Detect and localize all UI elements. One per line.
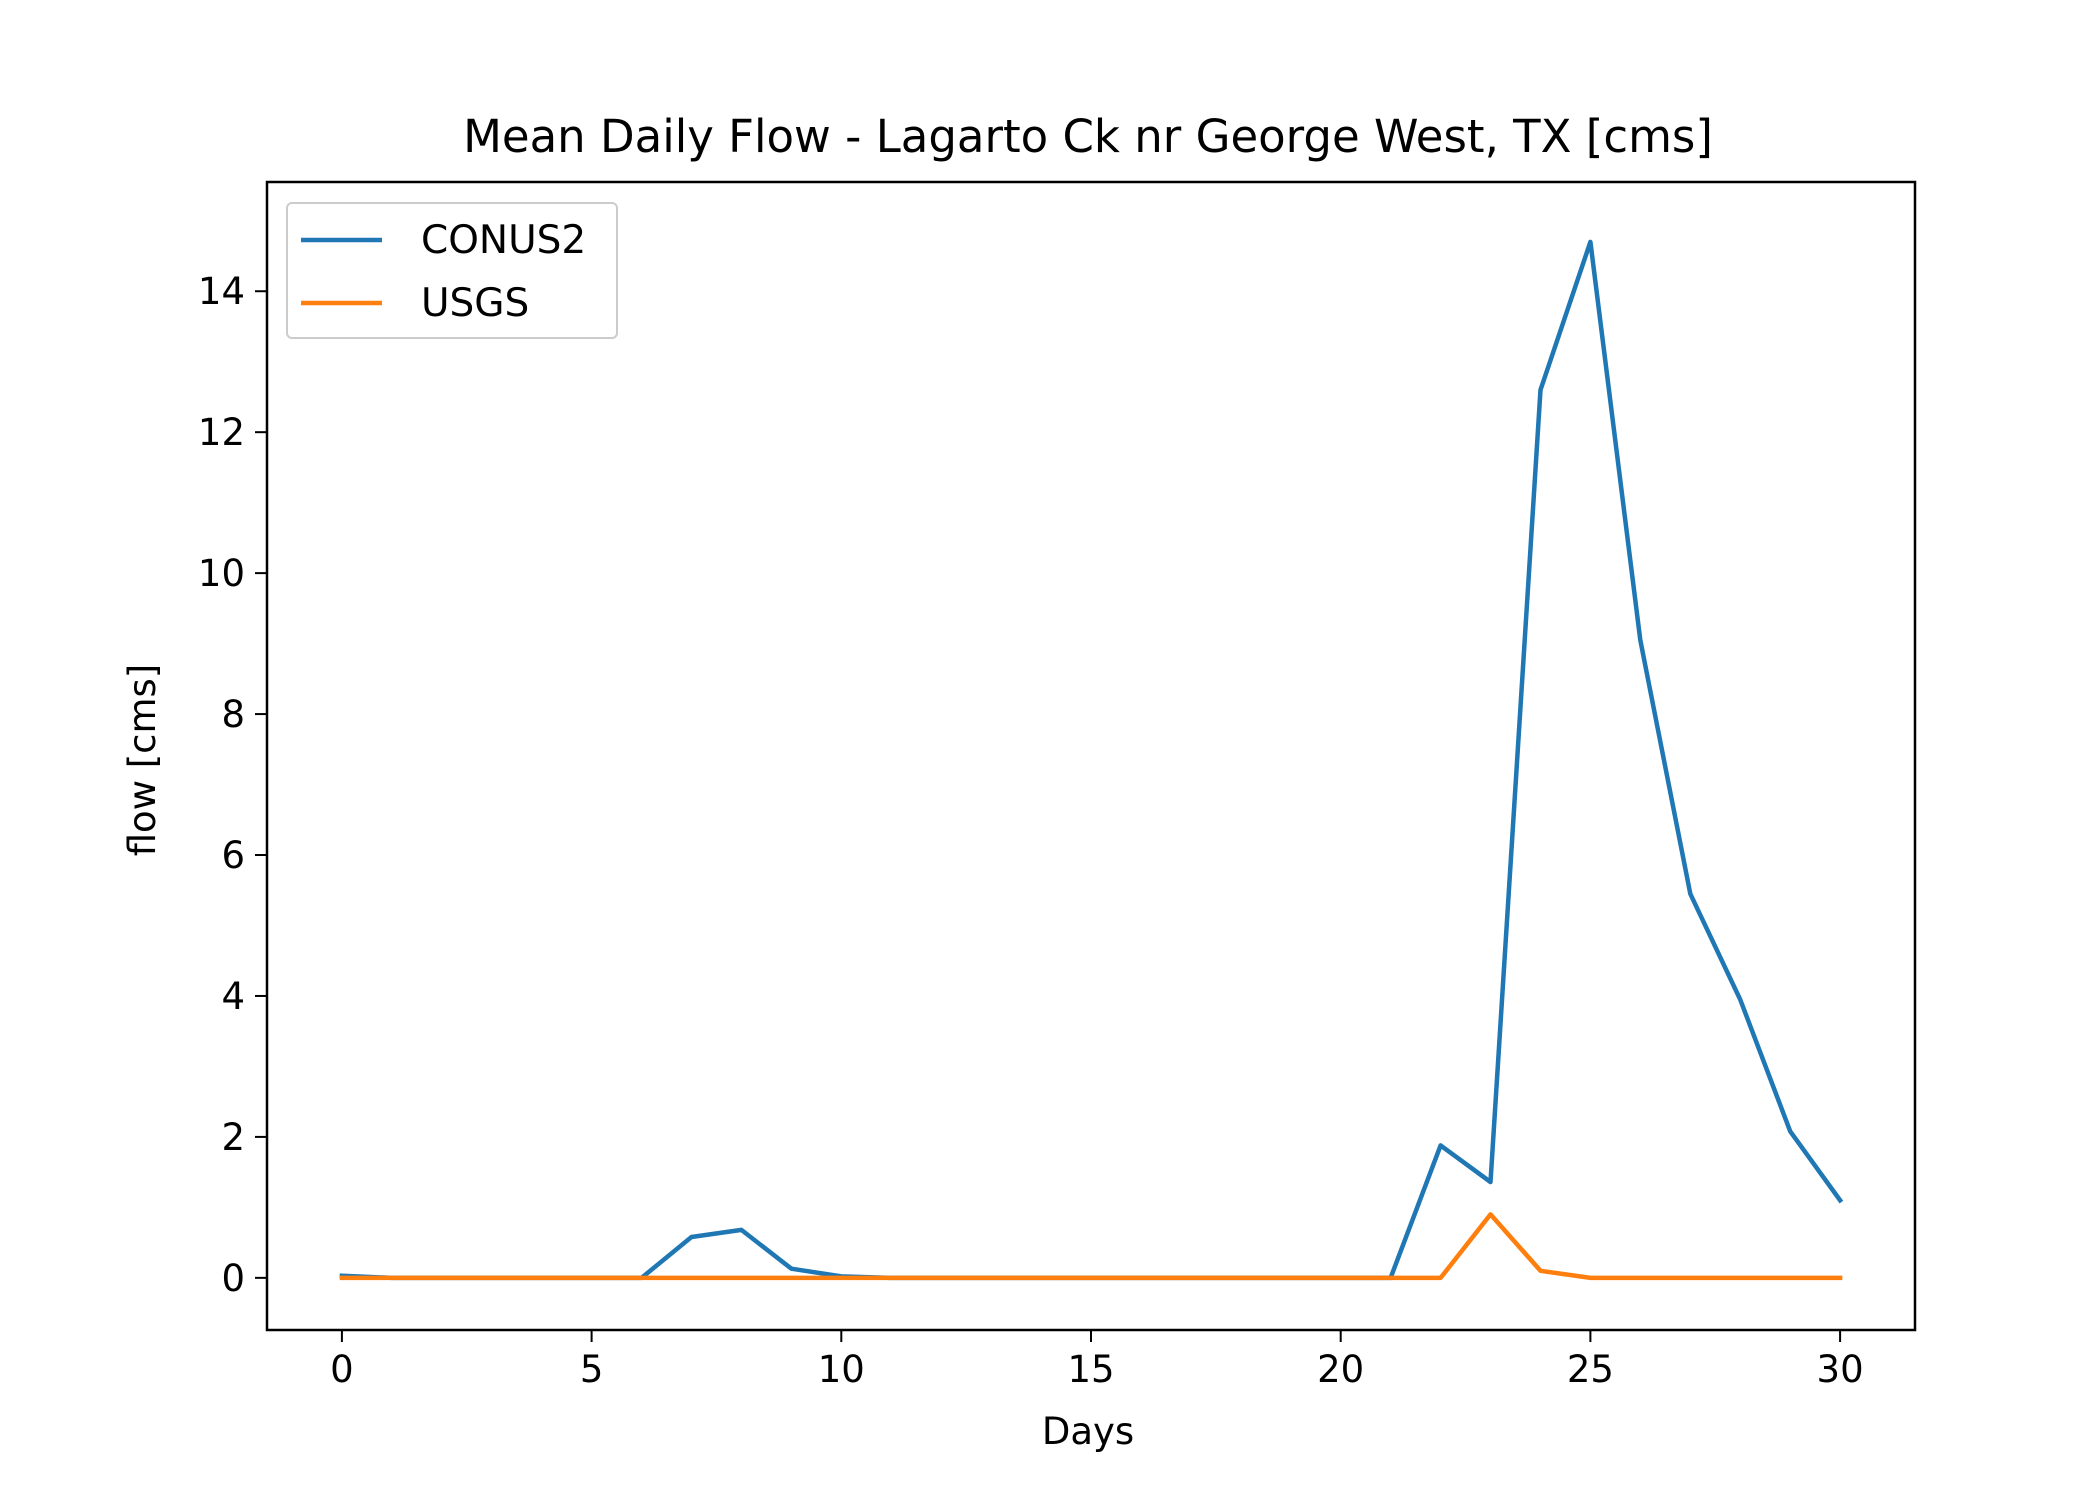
y-tick-label: 4: [221, 975, 245, 1018]
x-tick-label: 20: [1317, 1348, 1364, 1391]
y-axis-label: flow [cms]: [121, 664, 164, 857]
x-tick-label: 0: [330, 1348, 354, 1391]
y-tick-label: 0: [221, 1257, 245, 1300]
legend-label-usgs: USGS: [421, 281, 529, 326]
y-tick-label: 2: [221, 1116, 245, 1159]
legend: CONUS2 USGS: [286, 202, 618, 339]
plot-background: [267, 182, 1915, 1330]
y-tick-label: 12: [198, 411, 245, 454]
axes: 0 5 10 15 20 25 30 0 2 4 6 8 10 12 14: [198, 180, 1917, 1391]
legend-label-conus2: CONUS2: [421, 218, 586, 263]
x-tick-label: 15: [1067, 1348, 1114, 1391]
x-tick-label: 10: [818, 1348, 865, 1391]
y-tick-label: 14: [198, 270, 245, 313]
x-tick-label: 5: [580, 1348, 604, 1391]
x-tick-label: 25: [1567, 1348, 1614, 1391]
series-lines: [339, 239, 1844, 1281]
y-tick-label: 10: [198, 552, 245, 595]
series-line-usgs: [339, 1212, 1843, 1281]
x-tick-label: 30: [1817, 1348, 1864, 1391]
y-tick-label: 6: [221, 834, 245, 877]
y-tick-label: 8: [221, 693, 245, 736]
chart-title: Mean Daily Flow - Lagarto Ck nr George W…: [463, 110, 1713, 163]
plot-area: [267, 182, 1915, 1330]
x-axis-label: Days: [1042, 1410, 1134, 1453]
